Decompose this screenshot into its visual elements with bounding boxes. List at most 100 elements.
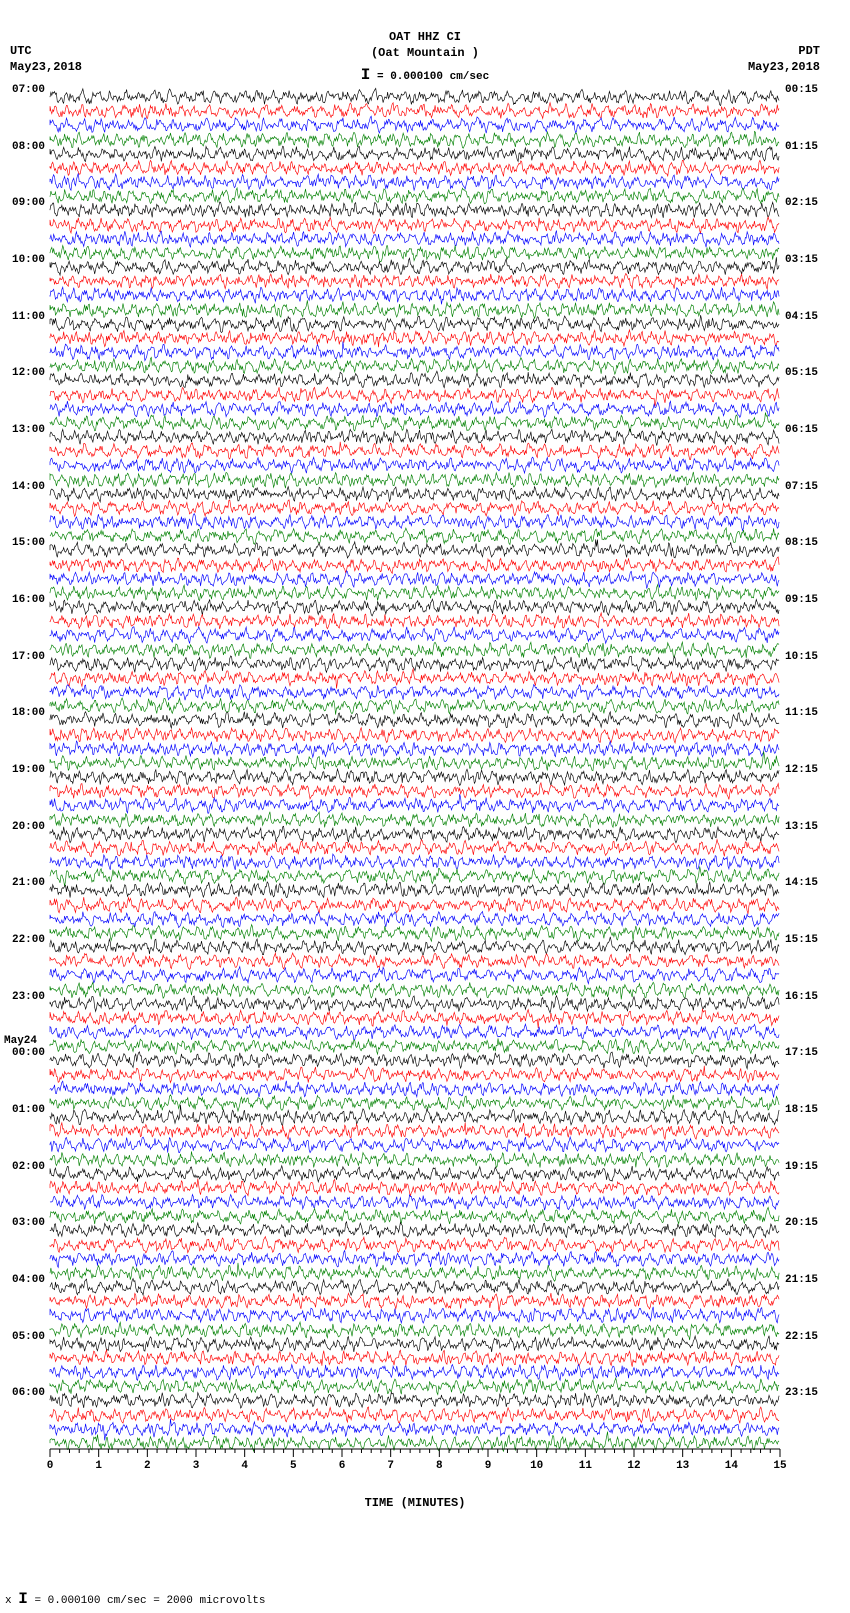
trace-row: 06:0023:15: [50, 1393, 780, 1407]
trace-waveform: [50, 1351, 780, 1365]
x-axis-ticks: 0123456789101112131415: [50, 1448, 780, 1470]
trace-waveform: [50, 260, 780, 274]
trace-row: 17:0010:15: [50, 657, 780, 671]
trace-waveform: [50, 1181, 780, 1195]
trace-row: [50, 954, 780, 968]
trace-waveform: [50, 1124, 780, 1138]
trace-row: 23:0016:15: [50, 997, 780, 1011]
trace-row: 15:0008:15: [50, 543, 780, 557]
day-marker-label: May24: [4, 1035, 37, 1047]
trace-waveform: [50, 501, 780, 515]
pdt-time-label: 17:15: [785, 1047, 830, 1059]
trace-waveform: [50, 1252, 780, 1266]
trace-row: [50, 331, 780, 345]
pdt-time-label: 15:15: [785, 934, 830, 946]
trace-waveform: [50, 926, 780, 940]
trace-row: [50, 1124, 780, 1138]
trace-waveform: [50, 1422, 780, 1436]
footer-scale-prefix: x: [5, 1595, 12, 1607]
svg-text:11: 11: [579, 1460, 593, 1472]
trace-row: [50, 628, 780, 642]
trace-waveform: [50, 784, 780, 798]
footer: x I = 0.000100 cm/sec = 2000 microvolts: [5, 1590, 265, 1608]
trace-waveform: [50, 189, 780, 203]
trace-row: [50, 1096, 780, 1110]
trace-row: [50, 1365, 780, 1379]
trace-waveform: [50, 487, 780, 501]
trace-row: [50, 586, 780, 600]
trace-waveform: [50, 1308, 780, 1322]
trace-waveform: [50, 558, 780, 572]
trace-waveform: [50, 671, 780, 685]
svg-text:0: 0: [47, 1460, 54, 1472]
trace-waveform: [50, 997, 780, 1011]
svg-text:1: 1: [95, 1460, 102, 1472]
trace-waveform: [50, 1068, 780, 1082]
pdt-time-label: 07:15: [785, 481, 830, 493]
trace-waveform: [50, 515, 780, 529]
trace-row: [50, 813, 780, 827]
trace-row: [50, 1266, 780, 1280]
trace-row: May2400:0017:15: [50, 1053, 780, 1067]
svg-text:10: 10: [530, 1460, 543, 1472]
svg-text:4: 4: [241, 1460, 248, 1472]
trace-row: 22:0015:15: [50, 940, 780, 954]
utc-time-label: 04:00: [5, 1274, 45, 1286]
trace-waveform: [50, 133, 780, 147]
svg-text:8: 8: [436, 1460, 443, 1472]
utc-time-label: 09:00: [5, 197, 45, 209]
pdt-time-label: 01:15: [785, 141, 830, 153]
trace-waveform: [50, 444, 780, 458]
trace-row: [50, 303, 780, 317]
trace-waveform: [50, 147, 780, 161]
utc-time-label: 23:00: [5, 991, 45, 1003]
trace-waveform: [50, 1195, 780, 1209]
trace-row: [50, 1138, 780, 1152]
trace-waveform: [50, 1209, 780, 1223]
trace-row: [50, 1068, 780, 1082]
utc-time-label: 15:00: [5, 537, 45, 549]
trace-row: [50, 388, 780, 402]
trace-row: [50, 104, 780, 118]
svg-text:7: 7: [387, 1460, 394, 1472]
trace-waveform: [50, 983, 780, 997]
trace-row: [50, 643, 780, 657]
trace-waveform: [50, 359, 780, 373]
trace-waveform: [50, 1365, 780, 1379]
trace-row: [50, 1308, 780, 1322]
trace-waveform: [50, 1280, 780, 1294]
trace-row: [50, 558, 780, 572]
svg-text:3: 3: [193, 1460, 200, 1472]
trace-waveform: [50, 331, 780, 345]
pdt-time-label: 23:15: [785, 1387, 830, 1399]
trace-waveform: [50, 912, 780, 926]
trace-waveform: [50, 430, 780, 444]
helicorder-container: UTC May23,2018 OAT HHZ CI (Oat Mountain …: [0, 0, 850, 1613]
trace-row: 21:0014:15: [50, 883, 780, 897]
utc-time-label: 13:00: [5, 424, 45, 436]
utc-time-label: 06:00: [5, 1387, 45, 1399]
trace-row: [50, 926, 780, 940]
trace-waveform: [50, 175, 780, 189]
trace-row: [50, 246, 780, 260]
trace-waveform: [50, 1025, 780, 1039]
trace-row: [50, 118, 780, 132]
trace-waveform: [50, 1011, 780, 1025]
trace-row: 18:0011:15: [50, 713, 780, 727]
utc-time-label: 14:00: [5, 481, 45, 493]
trace-row: [50, 402, 780, 416]
trace-waveform: [50, 529, 780, 543]
trace-waveform: [50, 869, 780, 883]
trace-row: [50, 742, 780, 756]
trace-row: 07:0000:15: [50, 90, 780, 104]
trace-waveform: [50, 756, 780, 770]
trace-waveform: [50, 898, 780, 912]
utc-time-label: 16:00: [5, 594, 45, 606]
trace-waveform: [50, 232, 780, 246]
trace-waveform: [50, 1393, 780, 1407]
trace-waveform: [50, 246, 780, 260]
svg-text:6: 6: [339, 1460, 346, 1472]
pdt-time-label: 20:15: [785, 1217, 830, 1229]
footer-scale-bar-icon: I: [18, 1590, 28, 1608]
trace-row: [50, 458, 780, 472]
